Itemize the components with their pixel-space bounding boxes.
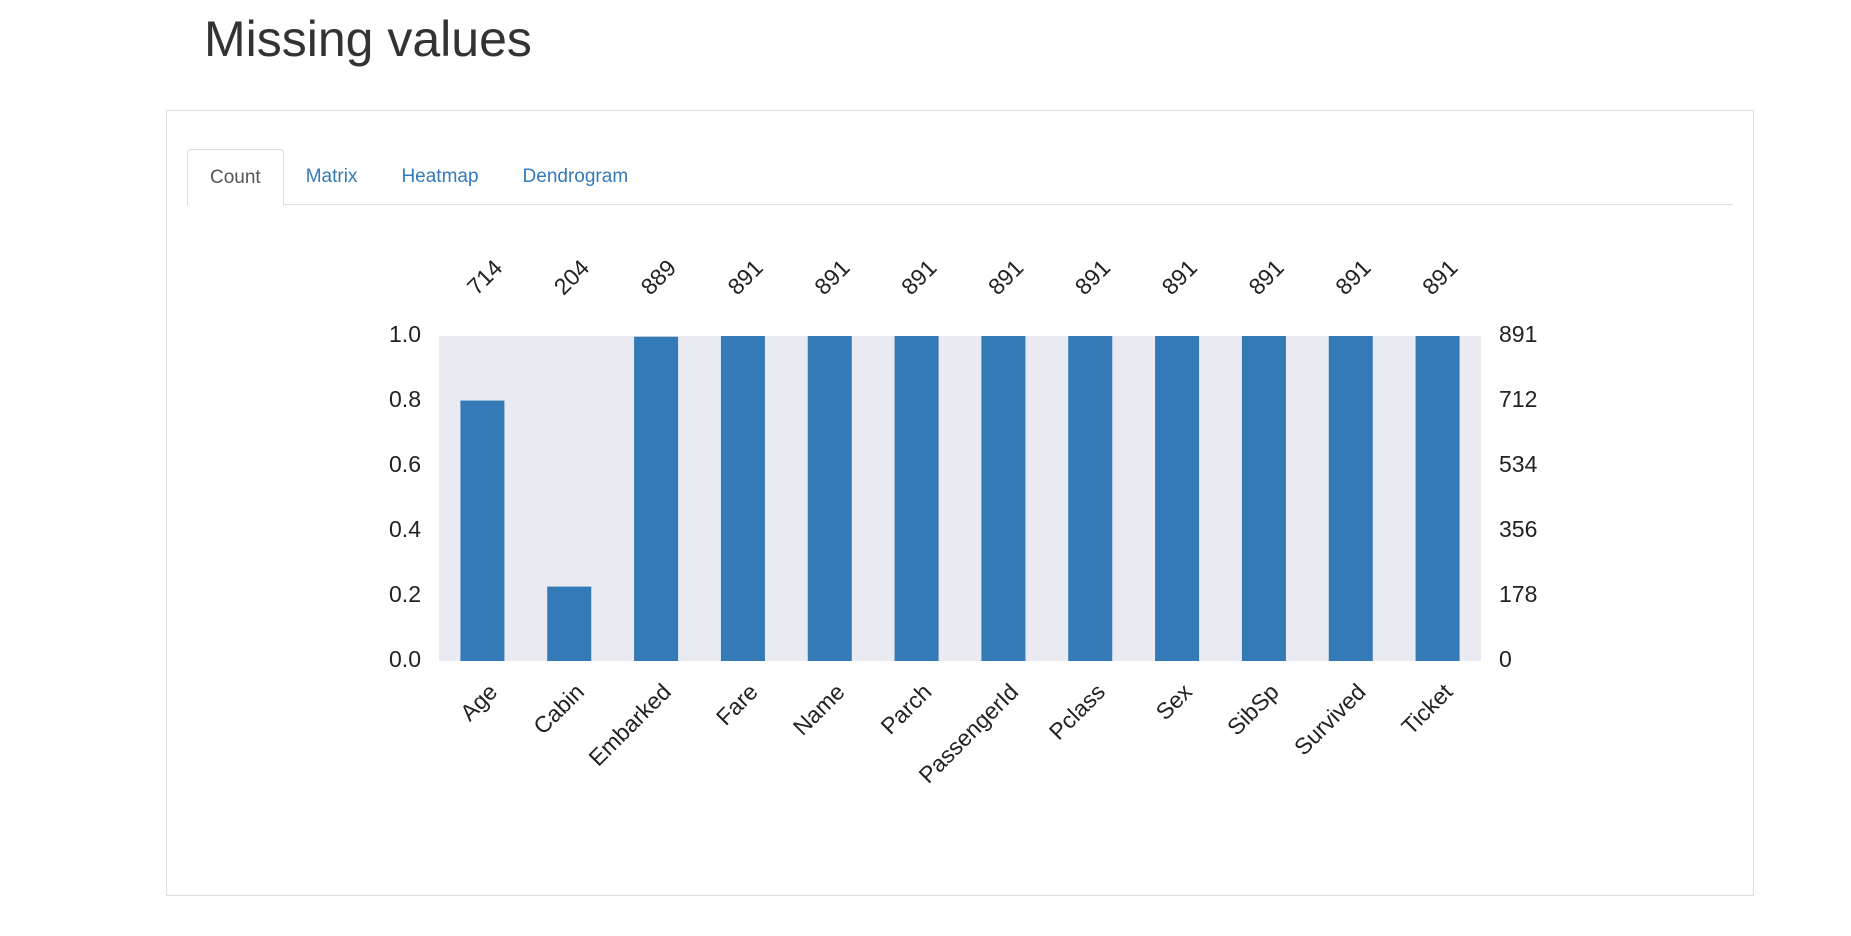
x-tick-label: Embarked: [583, 678, 676, 771]
bar: [807, 336, 852, 661]
y2ticks-label: 0: [1499, 646, 1512, 672]
value-label: 891: [1243, 254, 1289, 300]
bar: [981, 336, 1026, 661]
bar: [634, 336, 679, 661]
yticks-label: 0.2: [389, 581, 421, 607]
bar: [1068, 336, 1113, 661]
tab[interactable]: Count: [187, 149, 284, 206]
plot-background: [439, 336, 1481, 661]
y2ticks-label: 891: [1499, 321, 1537, 347]
x-tick-label: Sex: [1151, 678, 1198, 725]
value-label: 891: [1417, 254, 1463, 300]
x-tick-label: Fare: [711, 678, 763, 730]
tab[interactable]: Matrix: [305, 166, 358, 187]
value-label: 891: [896, 254, 942, 300]
bar: [547, 586, 592, 661]
yticks-label: 0.8: [389, 386, 421, 412]
panel: Count Matrix Heatmap Dendrogram: [166, 110, 1754, 896]
x-tick-label: Survived: [1289, 678, 1371, 760]
bar: [1328, 336, 1373, 661]
value-label: 891: [809, 254, 855, 300]
yticks-label: 0.4: [389, 516, 421, 542]
x-tick-label: Ticket: [1396, 678, 1458, 740]
x-tick-label: Pclass: [1044, 678, 1110, 744]
bar: [1155, 336, 1200, 661]
yticks-label: 1.0: [389, 321, 421, 347]
bar: [1241, 336, 1286, 661]
tab[interactable]: Heatmap: [401, 166, 479, 187]
x-tick-label: SibSp: [1222, 678, 1284, 740]
bar: [720, 336, 765, 661]
bar: [894, 336, 939, 661]
value-label: 714: [462, 254, 508, 300]
bar: [1415, 336, 1460, 661]
x-tick-label: Cabin: [528, 678, 589, 739]
y2ticks-label: 534: [1499, 451, 1538, 477]
value-label: 891: [983, 254, 1029, 300]
value-label: 891: [722, 254, 768, 300]
bar: [460, 400, 505, 661]
page-title: Missing values: [204, 11, 532, 67]
x-tick-label: Name: [788, 678, 850, 740]
x-tick-label: Age: [455, 678, 502, 725]
value-label: 891: [1157, 254, 1203, 300]
y2ticks-label: 356: [1499, 516, 1537, 542]
yticks-label: 0.6: [389, 451, 421, 477]
value-label: 891: [1330, 254, 1376, 300]
value-label: 889: [636, 254, 682, 300]
y2ticks-label: 178: [1499, 581, 1537, 607]
tab[interactable]: Dendrogram: [522, 166, 629, 187]
yticks-label: 0.0: [389, 646, 421, 672]
value-label: 204: [549, 254, 595, 300]
y2ticks-label: 712: [1499, 386, 1537, 412]
tab-bar: Count Matrix Heatmap Dendrogram: [187, 149, 1733, 206]
value-label: 891: [1070, 254, 1116, 300]
x-tick-label: Parch: [876, 678, 937, 739]
